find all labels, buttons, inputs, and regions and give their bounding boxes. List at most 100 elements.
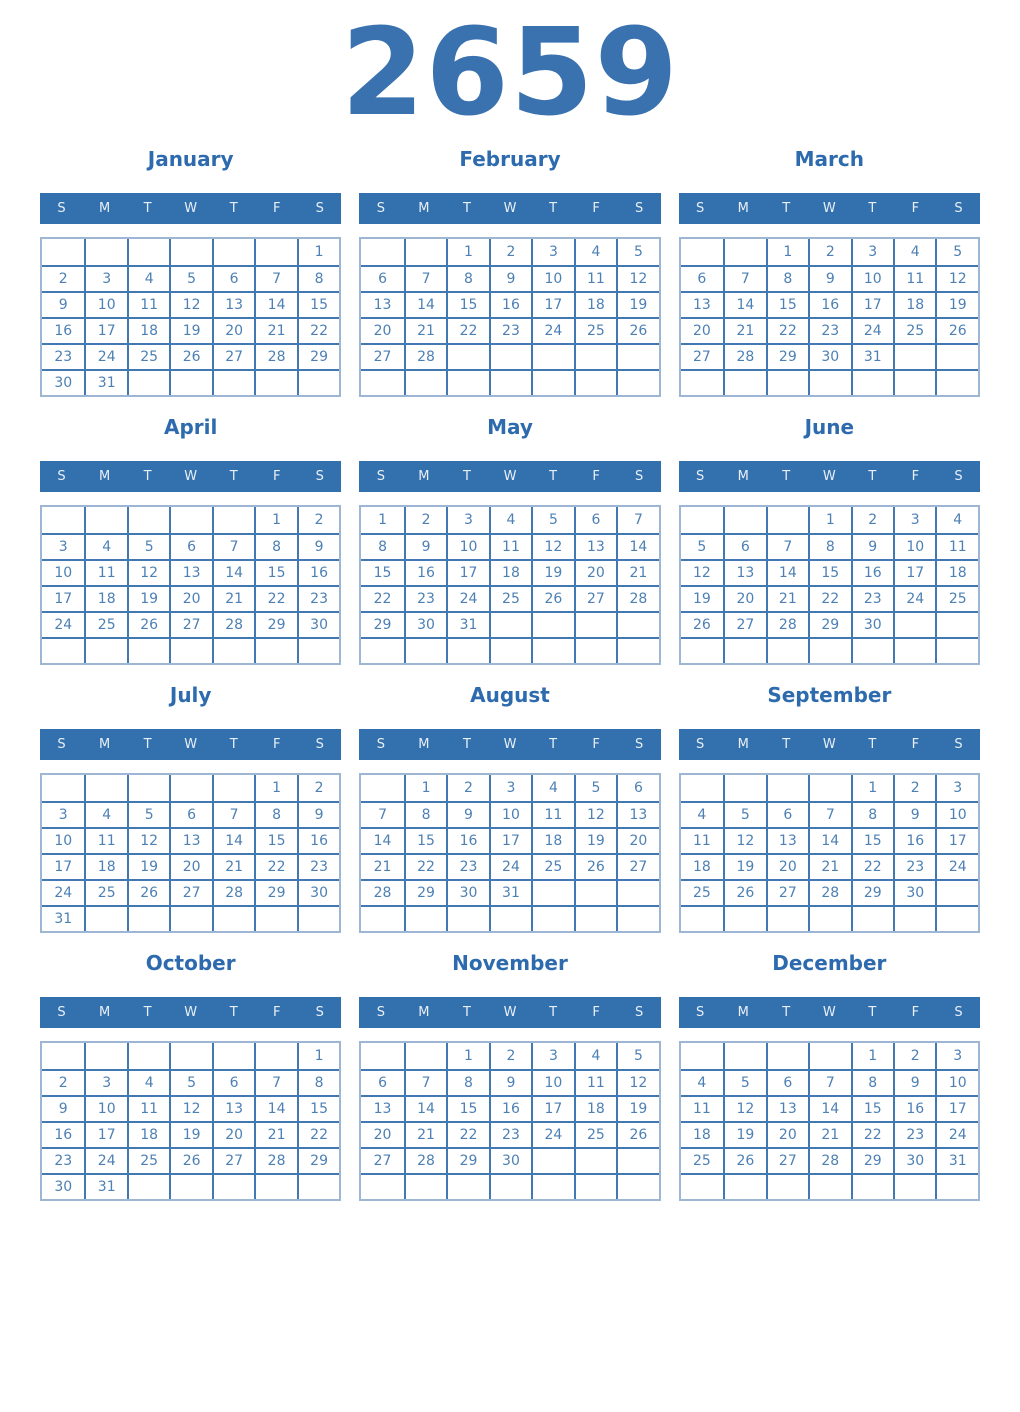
day-cell: 17 [42,585,85,611]
weekday-label: W [822,469,836,484]
month-title: October [145,951,236,975]
day-cell: 13 [211,291,255,317]
week-row: 6 7 8 9 10 11 12 [361,265,659,291]
day-cell: 5 [126,801,170,827]
empty-day-cell [403,1173,447,1199]
empty-day-cell [616,905,659,931]
empty-day-cell [169,775,211,801]
empty-day-cell [126,637,170,663]
empty-day-cell [211,1043,254,1069]
month-title: February [459,147,561,171]
week-row: 6 7 8 9 10 11 12 [680,265,978,291]
day-cell: 22 [808,585,851,611]
empty-day-cell [765,1043,808,1069]
day-cell: 27 [573,585,617,611]
month-table: 1 2 3 4 5 6 7 8 9 10 11 12 13 14 15 16 17 18 19 20 21 22 23 24 2… [678,505,980,665]
weekday-label: T [143,469,152,484]
day-cell: 15 [361,559,404,585]
day-cell: 14 [211,827,255,853]
weekday-label: M [737,1005,749,1020]
day-cell: 2 [850,507,893,533]
day-cell: 24 [42,611,85,637]
weekday-label: F [911,201,920,216]
weekday-label: T [868,469,877,484]
month-title: December [772,951,887,975]
empty-day-cell [169,905,212,931]
day-cell: 5 [935,239,978,265]
empty-day-cell [893,1173,936,1199]
day-cell: 6 [169,801,212,827]
month-table: 1 2 3 4 5 6 7 8 9 10 11 12 13 14 15 16 17 18 19 20 21 22 23 24 2… [678,1041,980,1201]
day-cell: 11 [84,559,127,585]
day-cell: 14 [403,1095,447,1121]
day-cell: 11 [531,801,574,827]
week-row: 11 12 13 14 15 16 17 [680,1095,978,1121]
week-row: 13 14 15 16 17 18 19 [361,1095,659,1121]
weekday-label: T [143,201,152,216]
day-cell: 3 [935,1043,978,1069]
empty-day-cell [935,1173,978,1199]
month-table: 1 2 3 4 5 6 7 8 9 10 11 12 13 14 15 16 17 18 19 20 21 22 23 24 2… [678,773,980,933]
day-cell: 2 [403,507,446,533]
weekday-label: W [184,201,198,216]
week-row: 10 11 12 13 14 15 16 [42,827,340,853]
empty-day-cell [169,1173,212,1199]
day-cell: 12 [126,559,170,585]
day-cell: 9 [893,801,936,827]
empty-day-cell [573,611,617,637]
day-cell: 25 [126,343,170,369]
week-row: 20 21 22 23 24 25 26 [361,317,659,343]
weekday-label: W [184,1005,198,1020]
month-table: 1 2 3 4 5 6 7 8 9 10 11 12 13 14 15 16 17 18 19 20 21 22 23 24 2… [359,505,661,665]
day-cell: 10 [935,1069,978,1095]
empty-day-cell [765,637,809,663]
day-cell: 23 [42,343,85,369]
day-cell: 5 [723,1069,766,1095]
day-cell: 15 [296,1095,340,1121]
day-cell: 18 [84,585,127,611]
day-cell: 26 [169,1147,212,1173]
empty-day-cell [531,637,574,663]
day-cell: 19 [169,1121,212,1147]
day-cell: 1 [296,1043,340,1069]
day-cell: 26 [616,1121,659,1147]
day-cell: 25 [488,585,532,611]
empty-day-cell [84,637,127,663]
day-cell: 20 [680,317,724,343]
weekday-label: T [143,737,152,752]
day-cell: 8 [765,265,809,291]
empty-day-cell [84,239,126,265]
day-cell: 28 [211,879,255,905]
month-weeks: 1 2 3 4 5 6 7 8 9 10 11 12 13 14 15 16 17 18 19 20 21 22 23 24 2… [42,507,340,663]
empty-day-cell [296,1173,340,1199]
day-cell: 23 [488,317,532,343]
day-cell: 10 [531,265,574,291]
week-row [361,1173,659,1199]
day-cell: 30 [893,1147,936,1173]
empty-day-cell [126,239,169,265]
day-cell: 23 [893,1121,936,1147]
day-cell: 13 [169,559,212,585]
day-cell: 7 [616,507,659,533]
weekday-label: T [549,1005,558,1020]
day-cell: 13 [765,1095,809,1121]
day-cell: 16 [893,1095,936,1121]
day-cell: 31 [935,1147,978,1173]
day-cell: 13 [765,827,809,853]
weekday-label: M [418,469,430,484]
day-cell: 13 [616,801,659,827]
day-cell: 28 [616,585,659,611]
day-cell: 4 [680,801,724,827]
day-cell: 1 [296,239,340,265]
day-cell: 11 [126,1095,170,1121]
day-cell: 20 [765,853,809,879]
day-cell: 6 [573,507,616,533]
day-cell: 30 [488,1147,532,1173]
day-cell: 10 [446,533,489,559]
day-cell: 7 [254,1069,297,1095]
day-cell: 25 [126,1147,170,1173]
day-cell: 16 [488,291,532,317]
